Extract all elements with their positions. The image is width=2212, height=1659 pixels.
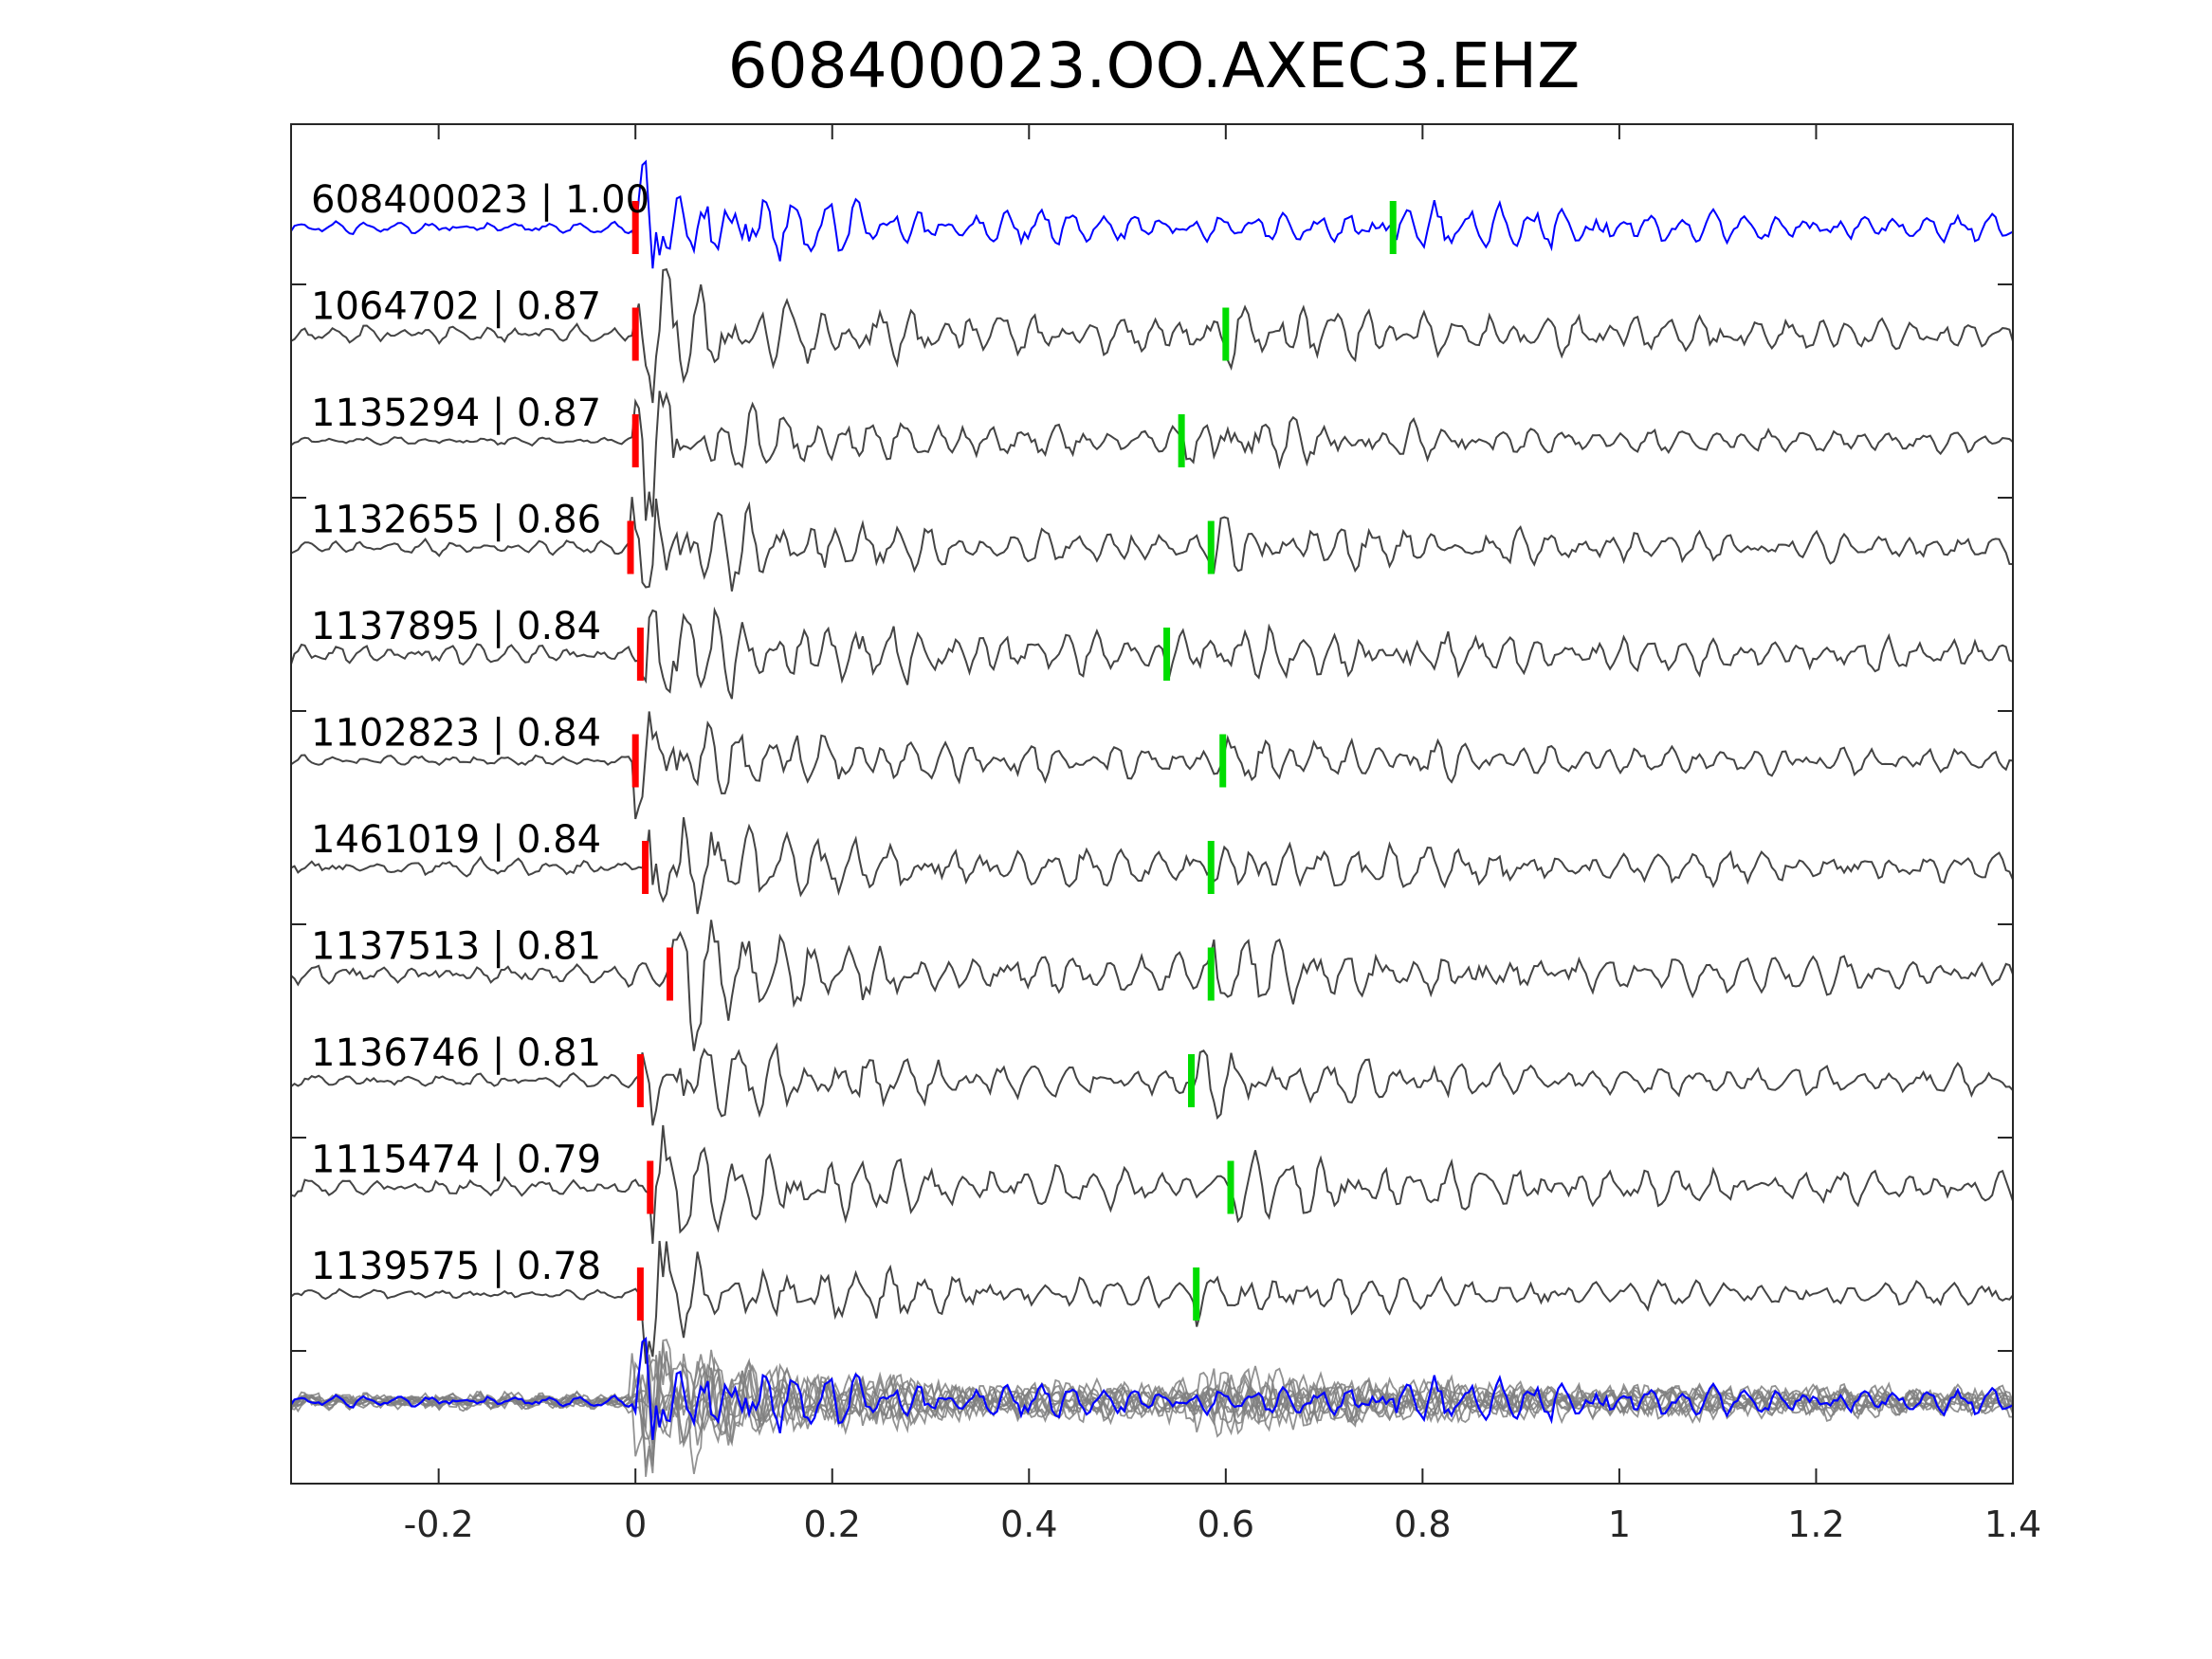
ticks-group: -0.2 0 0.2 0.4 0.6 0.8 1 1.2 1.4 <box>291 124 2041 1545</box>
trace-label-1132655: 1132655 | 0.86 <box>311 499 601 542</box>
trace-1115474 <box>290 1124 2014 1245</box>
trace-label-1135294: 1135294 | 0.87 <box>311 392 601 435</box>
trace-label-1461019: 1461019 | 0.84 <box>311 818 601 862</box>
trace-1064702 <box>290 267 2014 404</box>
trace-label-1102823: 1102823 | 0.84 <box>311 712 601 756</box>
trace-608400023 <box>290 159 2014 269</box>
x-tick-label: 0.6 <box>1197 1504 1254 1545</box>
x-tick-label: 1.2 <box>1787 1504 1844 1545</box>
trace-1136746 <box>290 1042 2014 1126</box>
x-tick-label: 0.8 <box>1394 1504 1451 1545</box>
trace-label-1136746: 1136746 | 0.81 <box>311 1031 601 1075</box>
x-tick-label: 1 <box>1608 1504 1631 1545</box>
trace-1132655 <box>290 497 2014 592</box>
x-tick-label: -0.2 <box>404 1504 474 1545</box>
trace-1139575 <box>290 1240 2014 1364</box>
trace-labels-group: 608400023 | 1.00 1064702 | 0.87 1135294 | … <box>311 178 649 1288</box>
picks-group <box>627 201 1397 1321</box>
x-tick-label: 0 <box>624 1504 647 1545</box>
trace-1461019 <box>290 817 2014 915</box>
traces-group <box>290 159 2014 1477</box>
stack-trace-reference <box>290 1336 2014 1441</box>
trace-label-608400023: 608400023 | 1.00 <box>311 178 649 222</box>
trace-1137513 <box>290 920 2014 1051</box>
chart-title: 608400023.OO.AXEC3.EHZ <box>728 29 1581 102</box>
trace-1137895 <box>290 606 2014 700</box>
trace-label-1115474: 1115474 | 0.79 <box>311 1139 601 1182</box>
x-tick-label: 0.2 <box>804 1504 861 1545</box>
trace-1102823 <box>290 711 2014 820</box>
trace-label-1137513: 1137513 | 0.81 <box>311 925 601 969</box>
trace-label-1139575: 1139575 | 0.78 <box>311 1245 601 1288</box>
axes-box <box>290 123 2014 1485</box>
trace-1135294 <box>290 391 2014 521</box>
trace-label-1064702: 1064702 | 0.87 <box>311 285 601 329</box>
x-tick-label: 1.4 <box>1984 1504 2041 1545</box>
trace-label-1137895: 1137895 | 0.84 <box>311 605 601 648</box>
stack-trace-1139575 <box>290 1350 2014 1468</box>
x-tick-label: 0.4 <box>1000 1504 1057 1545</box>
